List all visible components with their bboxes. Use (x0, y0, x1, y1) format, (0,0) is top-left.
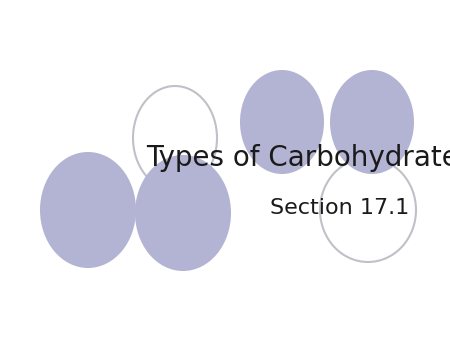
Text: Types of Carbohydrates: Types of Carbohydrates (146, 144, 450, 172)
Ellipse shape (40, 152, 136, 268)
Ellipse shape (135, 155, 231, 271)
Ellipse shape (240, 70, 324, 174)
Ellipse shape (330, 70, 414, 174)
Text: Section 17.1: Section 17.1 (270, 198, 410, 218)
